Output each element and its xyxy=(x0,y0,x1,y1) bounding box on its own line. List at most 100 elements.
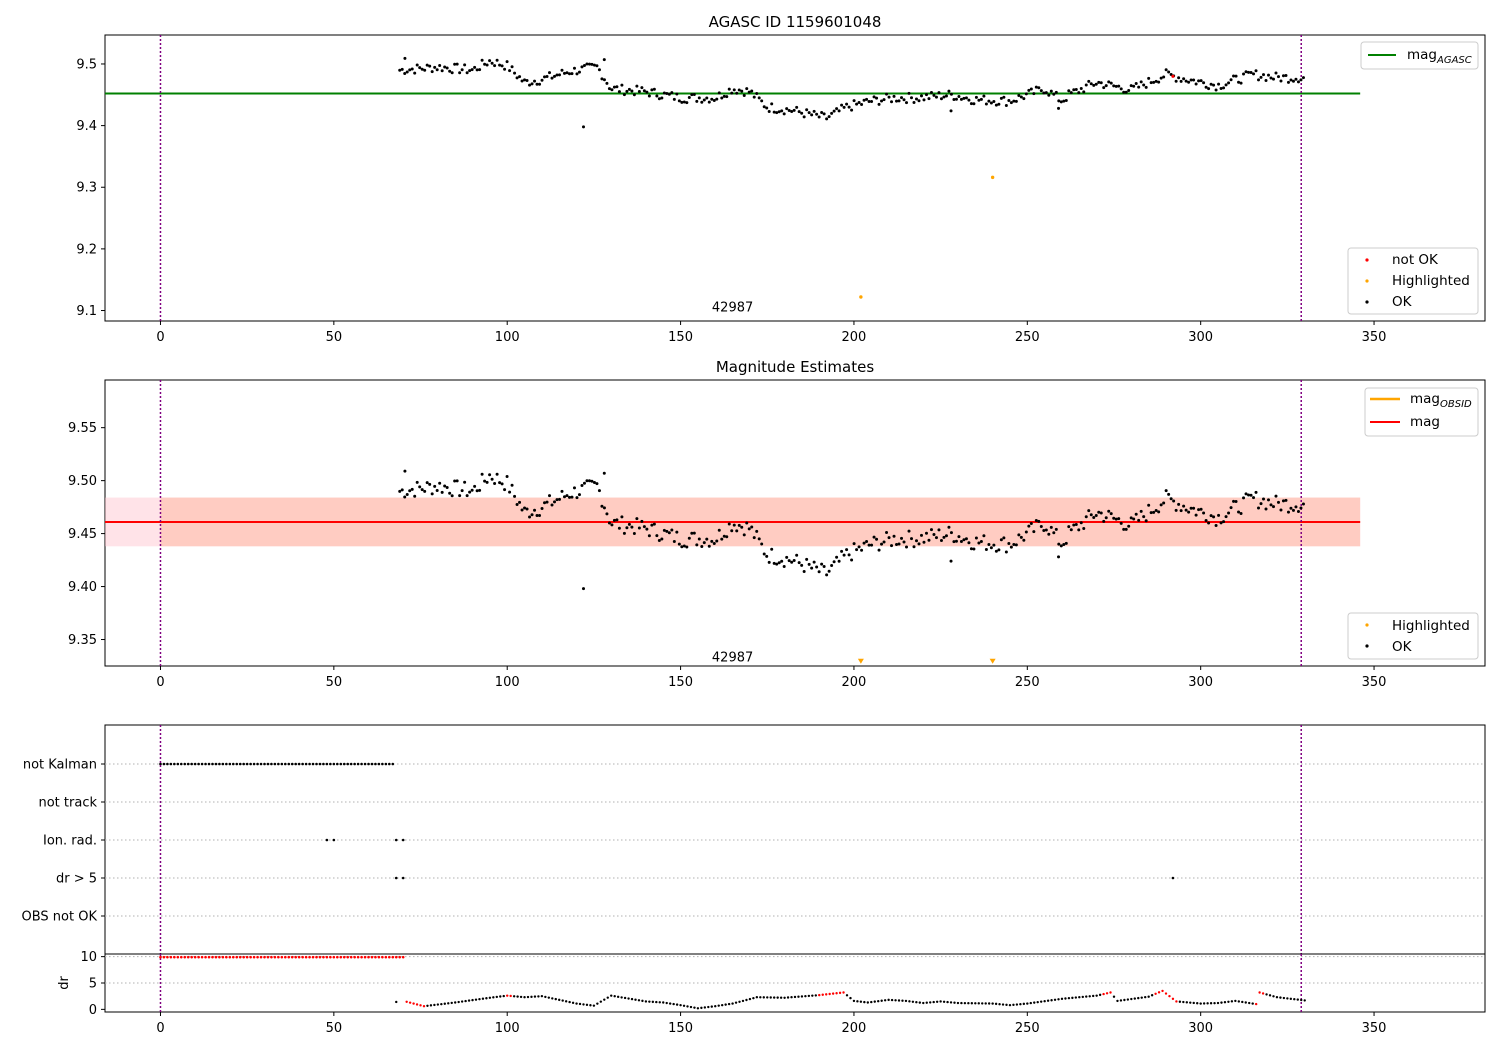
flag-point xyxy=(277,762,280,766)
panel2-content xyxy=(105,380,1361,666)
ok-point xyxy=(1002,95,1006,99)
ok-point xyxy=(1014,543,1018,547)
ok-point xyxy=(1104,516,1108,520)
legend-mag: mag xyxy=(1410,414,1440,430)
ok-point xyxy=(865,539,869,543)
ok-point xyxy=(805,557,809,561)
ok-point xyxy=(1017,533,1021,537)
dr-not-ok-point xyxy=(242,955,245,959)
ok-point xyxy=(473,484,477,488)
ok-point xyxy=(1149,511,1153,515)
ok-point xyxy=(732,523,736,527)
dr-not-ok-point xyxy=(308,955,311,959)
ok-point xyxy=(600,504,604,508)
ok-point xyxy=(1042,529,1046,533)
x-tick-label: 300 xyxy=(1188,330,1213,345)
dr-ok-point xyxy=(530,995,533,999)
ok-point xyxy=(438,64,442,68)
dr-not-ok-point xyxy=(388,955,391,959)
ok-point xyxy=(1286,80,1290,84)
ok-point xyxy=(667,531,671,535)
ok-point xyxy=(485,480,489,484)
ok-point xyxy=(707,100,711,104)
dr-ok-point xyxy=(644,1000,648,1003)
ok-point xyxy=(625,526,629,530)
ok-point xyxy=(992,543,996,547)
dr-not-ok-point xyxy=(183,955,187,959)
dr-ok-point xyxy=(1241,1000,1244,1004)
ok-point xyxy=(480,58,484,62)
x-tick-label: 50 xyxy=(326,330,343,345)
dr-ok-point xyxy=(738,1000,741,1004)
ok-point xyxy=(954,539,958,543)
dr-ok-point xyxy=(1237,1000,1241,1003)
dr-ok-point xyxy=(499,995,502,998)
ok-point xyxy=(403,56,407,60)
dr-ok-point xyxy=(1130,997,1133,1001)
ok-point xyxy=(1299,506,1303,510)
dr-ok-point xyxy=(447,1002,450,1005)
ok-point xyxy=(650,523,654,527)
ok-point xyxy=(1044,91,1048,95)
ok-point xyxy=(595,482,599,486)
ok-point xyxy=(1119,521,1123,525)
ok-point xyxy=(1119,87,1123,91)
ok-point xyxy=(1209,82,1213,86)
ok-point xyxy=(742,533,746,537)
dr-ok-point xyxy=(1189,1001,1192,1004)
ok-point xyxy=(622,93,626,97)
dr-not-ok-point xyxy=(1154,992,1157,996)
ok-point xyxy=(695,99,699,103)
ok-point xyxy=(450,71,454,75)
ok-point xyxy=(400,67,404,71)
ok-point xyxy=(403,72,407,76)
dr-ok-point xyxy=(540,994,544,998)
dr-ok-point xyxy=(963,1001,967,1005)
ok-point xyxy=(999,538,1003,542)
ok-point xyxy=(962,96,966,100)
ok-point xyxy=(1212,515,1216,519)
dr-ok-point xyxy=(512,995,516,998)
ok-point xyxy=(413,71,417,75)
ok-point xyxy=(989,546,993,550)
ok-point xyxy=(483,479,487,483)
ok-point xyxy=(727,522,731,526)
ok-point xyxy=(877,102,881,106)
x-tick-label: 150 xyxy=(668,675,693,690)
ok-point xyxy=(765,106,769,110)
dr-ok-point xyxy=(492,996,495,999)
dr-ok-point xyxy=(1150,994,1154,997)
x-tick-label: 100 xyxy=(495,330,520,345)
ok-point xyxy=(530,82,534,86)
ok-point xyxy=(984,547,988,551)
ok-point xyxy=(845,548,849,552)
dr-ok-point xyxy=(693,1006,696,1009)
ok-point xyxy=(722,534,726,538)
ok-point xyxy=(770,102,774,106)
panel2-title: Magnitude Estimates xyxy=(716,358,874,376)
ok-point xyxy=(433,65,437,69)
ok-point xyxy=(595,64,599,68)
ok-point xyxy=(435,68,439,72)
ok-point xyxy=(1042,91,1046,95)
dr-ok-point xyxy=(932,1000,935,1004)
ok-point xyxy=(870,543,874,547)
ok-point xyxy=(463,63,467,67)
dr-not-ok-point xyxy=(828,992,831,996)
ok-point xyxy=(557,497,561,501)
ok-point xyxy=(572,66,576,70)
dr-ok-point xyxy=(797,995,800,998)
dr-ok-point xyxy=(516,995,519,998)
dr-ok-point xyxy=(1029,1001,1032,1005)
flag-point xyxy=(349,762,353,766)
ok-point xyxy=(425,63,429,67)
ok-point xyxy=(410,487,414,491)
ok-point xyxy=(1127,89,1131,93)
ok-point xyxy=(914,539,918,543)
dr-ok-point xyxy=(464,999,467,1003)
ok-point xyxy=(989,101,993,105)
ok-point xyxy=(430,492,434,496)
x-tick-label: 150 xyxy=(668,330,693,345)
ok-point xyxy=(959,97,963,101)
dr-ok-point xyxy=(949,1001,953,1004)
